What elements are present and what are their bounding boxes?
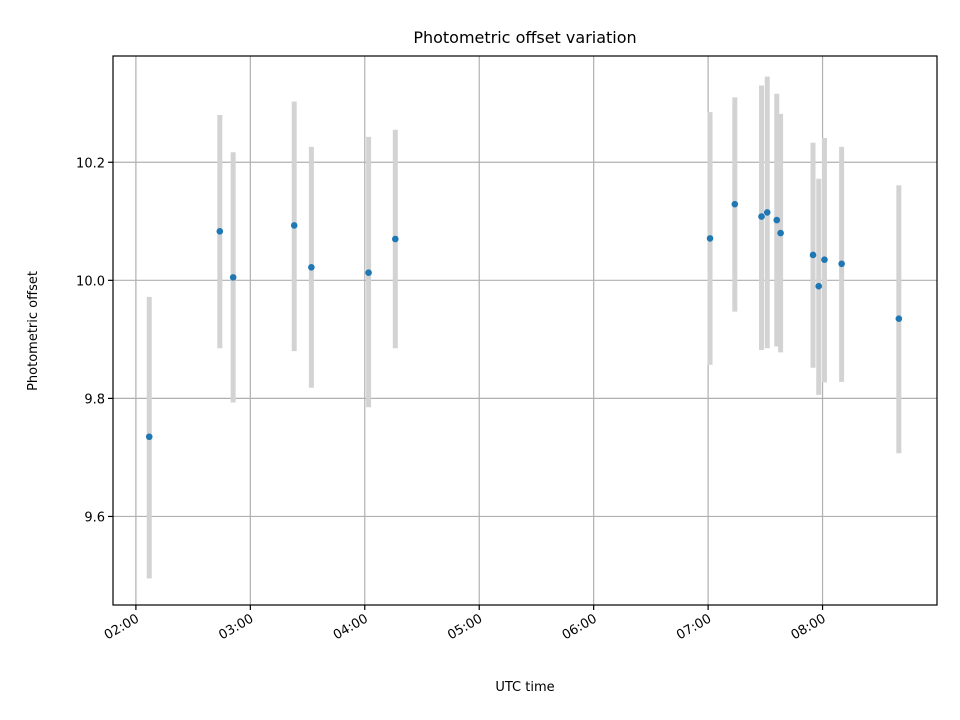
data-point [838, 260, 845, 268]
data-point [308, 264, 315, 271]
x-axis-label: UTC time [495, 680, 554, 695]
y-tick-label: 9.6 [84, 510, 105, 525]
data-points [145, 200, 903, 441]
data-point [391, 235, 399, 243]
data-point [763, 209, 771, 216]
data-point [216, 228, 224, 235]
y-tick-label: 10.0 [76, 274, 105, 289]
data-point [290, 222, 298, 229]
data-point [815, 282, 823, 290]
data-point [809, 251, 817, 259]
data-point [731, 200, 739, 208]
data-point [758, 213, 765, 220]
data-point [145, 433, 153, 441]
data-point [229, 274, 237, 281]
data-point [895, 315, 903, 322]
data-point [706, 235, 714, 242]
y-axis-ticks: 9.6 9.8 10.0 10.2 [76, 156, 113, 525]
plot-area-frame [112, 55, 938, 606]
y-tick-label: 9.8 [84, 392, 105, 407]
y-tick-label: 10.2 [76, 156, 105, 171]
y-axis-label: Photometric offset [26, 271, 41, 391]
data-point [773, 216, 781, 224]
data-point [777, 229, 784, 237]
chart-title: Photometric offset variation [413, 28, 636, 47]
data-point [365, 269, 372, 276]
data-point [821, 256, 828, 263]
